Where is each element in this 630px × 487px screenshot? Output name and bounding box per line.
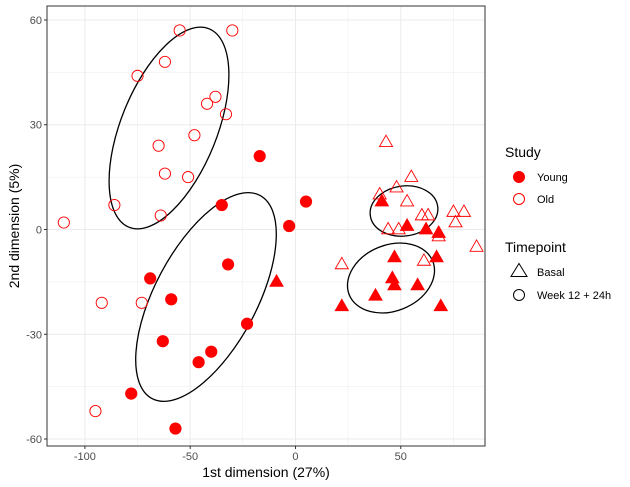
young-week-point	[299, 195, 313, 208]
young-week-point	[215, 198, 228, 212]
old-basal-point	[399, 193, 415, 207]
old-basal-point	[416, 253, 432, 266]
young-week-point	[144, 272, 157, 285]
young-basal-point	[269, 273, 284, 287]
old-week-point	[108, 198, 121, 212]
young-basal-point	[387, 277, 402, 291]
old-basal-point	[431, 228, 446, 242]
old-week-point	[89, 405, 102, 418]
young-basal-point	[368, 287, 383, 301]
old-basal-point	[446, 204, 461, 217]
young-basal-point	[334, 298, 350, 312]
old-week-point	[209, 90, 222, 103]
old-basal-point	[378, 134, 394, 147]
young-week-point	[253, 150, 266, 163]
old-basal-point	[420, 207, 436, 221]
y-tick-label: 0	[36, 224, 42, 236]
y-tick-label: 30	[30, 120, 42, 132]
legend-basal-symbol	[510, 262, 528, 277]
young-basal-point	[387, 249, 402, 263]
old-week-point	[131, 69, 144, 82]
young-week-point	[156, 335, 169, 348]
old-week-point	[219, 108, 233, 121]
legend-study: Study Young Old	[505, 144, 568, 206]
young-week-point	[169, 422, 182, 435]
young-week-point	[165, 293, 178, 306]
young-week-point	[192, 356, 205, 369]
legend-young-label: Young	[537, 172, 568, 184]
x-tick-label: -100	[74, 451, 96, 463]
young-basal-point	[410, 277, 425, 291]
data-points	[57, 24, 484, 435]
old-week-point	[188, 129, 201, 142]
old-week-point	[182, 171, 195, 184]
legend-timepoint-title: Timepoint	[505, 239, 566, 255]
x-tick-label: 50	[395, 451, 407, 463]
ellipse-old-basal	[369, 185, 439, 237]
old-basal-point	[334, 256, 350, 270]
x-tick-label: 0	[292, 451, 298, 463]
x-tick-label: -50	[182, 451, 198, 463]
legend-study-title: Study	[505, 144, 541, 160]
old-week-point	[173, 24, 186, 37]
panel-border	[46, 5, 486, 447]
y-tick-label: -30	[26, 329, 42, 341]
old-basal-point	[372, 186, 387, 200]
legend-timepoint: Timepoint Basal Week 12 + 24h	[505, 239, 611, 302]
old-basal-point	[389, 179, 404, 193]
y-axis-title: 2nd dimension (5%)	[6, 164, 22, 289]
young-basal-point	[429, 249, 444, 263]
legend-young-symbol	[513, 171, 525, 183]
y-tick-label: -60	[26, 434, 42, 446]
y-tick-label: 60	[30, 15, 42, 27]
legend-old-label: Old	[537, 194, 554, 206]
young-basal-point	[433, 298, 449, 312]
legend-old-symbol	[513, 193, 525, 205]
legend-week-label: Week 12 + 24h	[537, 290, 611, 302]
grid-lines	[47, 6, 485, 446]
young-week-point	[125, 387, 138, 400]
old-week-point	[158, 55, 171, 68]
young-week-point	[283, 219, 296, 233]
old-week-point	[226, 24, 239, 37]
old-basal-point	[456, 204, 472, 217]
x-axis-ticks: -100 -50 0 50	[74, 446, 407, 463]
old-basal-point	[404, 169, 419, 182]
young-basal-point	[418, 221, 434, 235]
young-basal-point	[374, 193, 390, 207]
old-basal-point	[380, 221, 396, 235]
old-week-point	[135, 296, 148, 309]
old-basal-point	[391, 221, 406, 235]
old-week-point	[200, 97, 214, 110]
young-basal-point	[399, 217, 415, 231]
young-week-point	[240, 317, 254, 330]
old-week-point	[57, 216, 70, 229]
old-week-point	[95, 296, 108, 309]
y-axis-ticks: -60 -30 0 30 60	[26, 15, 47, 446]
young-week-point	[221, 258, 235, 271]
old-basal-point	[448, 214, 463, 228]
old-week-point	[154, 209, 167, 222]
legend-week-symbol	[513, 289, 525, 301]
plot-panel	[47, 6, 485, 446]
old-week-point	[152, 139, 165, 152]
x-axis-title: 1st dimension (27%)	[202, 464, 330, 480]
old-basal-point	[469, 239, 484, 252]
young-week-point	[205, 345, 218, 358]
legend-basal-label: Basal	[537, 267, 565, 279]
old-week-point	[158, 167, 171, 180]
ellipse-old-week-12-24h	[108, 26, 230, 230]
